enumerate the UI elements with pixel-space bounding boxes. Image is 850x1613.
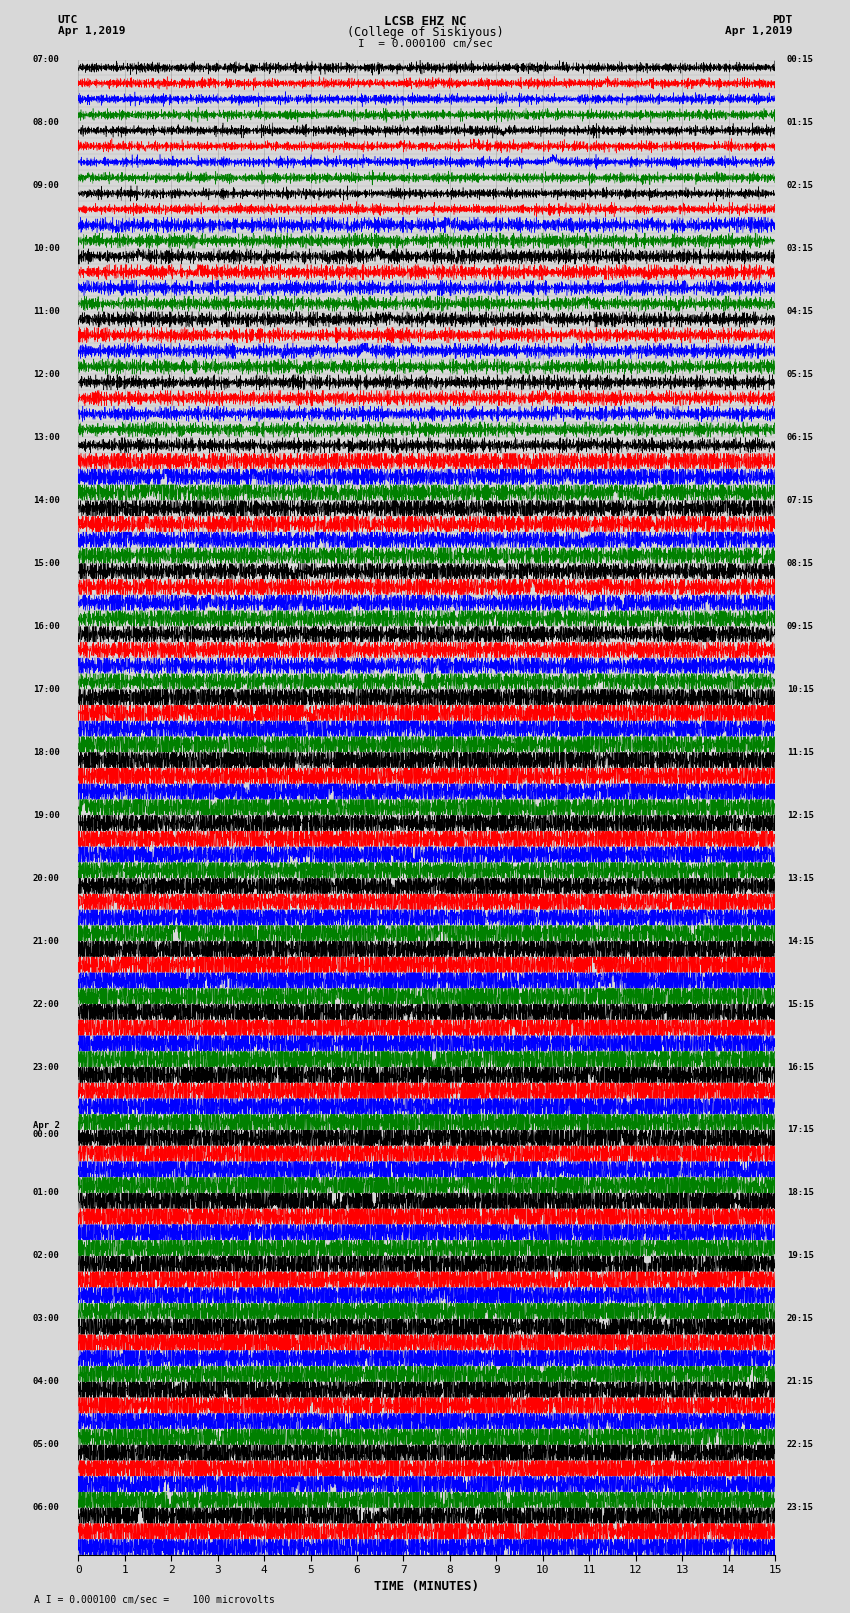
Text: 14:00: 14:00 [33, 495, 60, 505]
Text: 14:15: 14:15 [787, 937, 813, 945]
Text: 05:15: 05:15 [787, 369, 813, 379]
Text: 15:00: 15:00 [33, 558, 60, 568]
Text: 07:15: 07:15 [787, 495, 813, 505]
Text: 20:00: 20:00 [33, 874, 60, 882]
Text: 21:15: 21:15 [787, 1378, 813, 1386]
Text: 10:15: 10:15 [787, 686, 813, 694]
Text: 09:00: 09:00 [33, 181, 60, 190]
Text: 06:00: 06:00 [33, 1503, 60, 1513]
Text: I  = 0.000100 cm/sec: I = 0.000100 cm/sec [358, 39, 492, 48]
Text: 05:00: 05:00 [33, 1440, 60, 1448]
Text: 16:00: 16:00 [33, 621, 60, 631]
Text: 06:15: 06:15 [787, 432, 813, 442]
Text: Apr 2
00:00: Apr 2 00:00 [33, 1121, 60, 1139]
Text: 18:00: 18:00 [33, 748, 60, 756]
Text: 15:15: 15:15 [787, 1000, 813, 1008]
Text: 01:15: 01:15 [787, 118, 813, 127]
Text: 13:15: 13:15 [787, 874, 813, 882]
Text: 04:00: 04:00 [33, 1378, 60, 1386]
Text: 08:15: 08:15 [787, 558, 813, 568]
Text: 19:00: 19:00 [33, 811, 60, 819]
Text: Apr 1,2019: Apr 1,2019 [58, 26, 125, 35]
X-axis label: TIME (MINUTES): TIME (MINUTES) [374, 1579, 479, 1592]
Text: (College of Siskiyous): (College of Siskiyous) [347, 26, 503, 39]
Text: 01:00: 01:00 [33, 1189, 60, 1197]
Text: 19:15: 19:15 [787, 1252, 813, 1260]
Text: LCSB EHZ NC: LCSB EHZ NC [383, 15, 467, 27]
Text: Apr 1,2019: Apr 1,2019 [725, 26, 792, 35]
Text: UTC: UTC [58, 15, 78, 24]
Text: 03:00: 03:00 [33, 1315, 60, 1323]
Text: 13:00: 13:00 [33, 432, 60, 442]
Text: 22:15: 22:15 [787, 1440, 813, 1448]
Text: 07:00: 07:00 [33, 55, 60, 65]
Text: 22:00: 22:00 [33, 1000, 60, 1008]
Text: 12:15: 12:15 [787, 811, 813, 819]
Text: 03:15: 03:15 [787, 244, 813, 253]
Text: 09:15: 09:15 [787, 621, 813, 631]
Text: 23:15: 23:15 [787, 1503, 813, 1513]
Text: 02:00: 02:00 [33, 1252, 60, 1260]
Text: 08:00: 08:00 [33, 118, 60, 127]
Text: 16:15: 16:15 [787, 1063, 813, 1071]
Text: 04:15: 04:15 [787, 306, 813, 316]
Text: 10:00: 10:00 [33, 244, 60, 253]
Text: 21:00: 21:00 [33, 937, 60, 945]
Text: 11:00: 11:00 [33, 306, 60, 316]
Text: 17:15: 17:15 [787, 1126, 813, 1134]
Text: 11:15: 11:15 [787, 748, 813, 756]
Text: 12:00: 12:00 [33, 369, 60, 379]
Text: PDT: PDT [772, 15, 792, 24]
Text: 23:00: 23:00 [33, 1063, 60, 1071]
Text: 17:00: 17:00 [33, 686, 60, 694]
Text: 20:15: 20:15 [787, 1315, 813, 1323]
Text: 02:15: 02:15 [787, 181, 813, 190]
Text: 18:15: 18:15 [787, 1189, 813, 1197]
Text: 00:15: 00:15 [787, 55, 813, 65]
Text: A I = 0.000100 cm/sec =    100 microvolts: A I = 0.000100 cm/sec = 100 microvolts [34, 1595, 275, 1605]
